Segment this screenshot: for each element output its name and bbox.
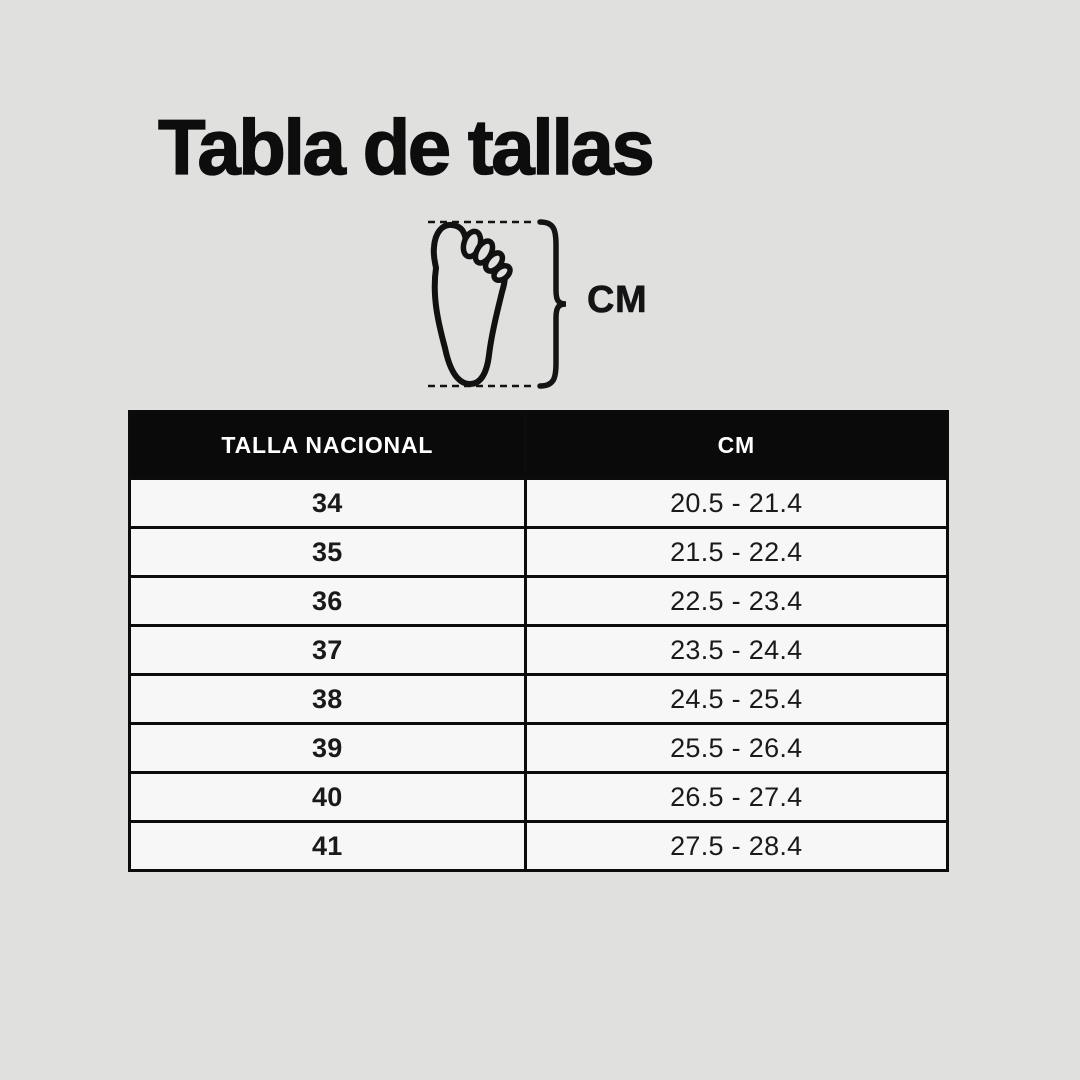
- cm-range-value: 22.5 - 23.4: [523, 575, 950, 627]
- size-value: 36: [128, 575, 527, 627]
- size-value: 39: [128, 722, 527, 774]
- cm-unit-label: CM: [587, 278, 648, 321]
- size-value: 34: [128, 477, 527, 529]
- table-row: 39 25.5 - 26.4: [128, 722, 950, 774]
- size-table: TALLA NACIONAL CM 34 20.5 - 21.4 35 21.5 - …: [128, 410, 950, 872]
- table-row: 41 27.5 - 28.4: [128, 820, 950, 872]
- size-table-body: 34 20.5 - 21.4 35 21.5 - 22.4 36 22.5 - 23.4 3…: [128, 477, 950, 872]
- col-header-cm: CM: [523, 410, 950, 480]
- cm-range-value: 24.5 - 25.4: [523, 673, 950, 725]
- cm-range-value: 23.5 - 24.4: [523, 624, 950, 676]
- size-value: 41: [128, 820, 527, 872]
- size-table-header: TALLA NACIONAL CM: [128, 410, 950, 480]
- foot-measurement-diagram: CM: [420, 200, 750, 400]
- header-row: TALLA NACIONAL CM: [128, 410, 950, 480]
- cm-range-value: 25.5 - 26.4: [523, 722, 950, 774]
- table-row: 37 23.5 - 24.4: [128, 624, 950, 676]
- cm-range-value: 26.5 - 27.4: [523, 771, 950, 823]
- cm-range-value: 27.5 - 28.4: [523, 820, 950, 872]
- table-row: 34 20.5 - 21.4: [128, 477, 950, 529]
- cm-range-value: 21.5 - 22.4: [523, 526, 950, 578]
- page-title: Tabla de tallas: [157, 103, 655, 191]
- col-header-talla-nacional: TALLA NACIONAL: [128, 410, 527, 480]
- table-row: 38 24.5 - 25.4: [128, 673, 950, 725]
- measure-brace-icon: [537, 219, 567, 389]
- foot-outline-icon: [428, 219, 567, 389]
- table-row: 35 21.5 - 22.4: [128, 526, 950, 578]
- cm-range-value: 20.5 - 21.4: [523, 477, 950, 529]
- size-value: 35: [128, 526, 527, 578]
- size-value: 40: [128, 771, 527, 823]
- table-row: 40 26.5 - 27.4: [128, 771, 950, 823]
- size-value: 37: [128, 624, 527, 676]
- table-row: 36 22.5 - 23.4: [128, 575, 950, 627]
- size-value: 38: [128, 673, 527, 725]
- toe-icon: [491, 262, 513, 284]
